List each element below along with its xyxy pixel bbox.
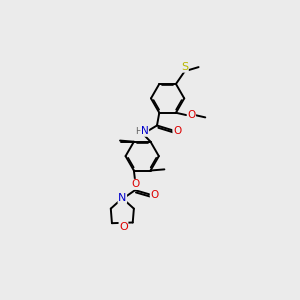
Text: O: O (119, 221, 128, 232)
Text: N: N (141, 126, 148, 136)
Text: O: O (131, 179, 139, 189)
Text: O: O (150, 190, 159, 200)
Text: S: S (181, 62, 188, 72)
Text: H: H (136, 127, 142, 136)
Text: O: O (187, 110, 196, 120)
Text: N: N (118, 193, 127, 203)
Text: O: O (173, 126, 181, 136)
